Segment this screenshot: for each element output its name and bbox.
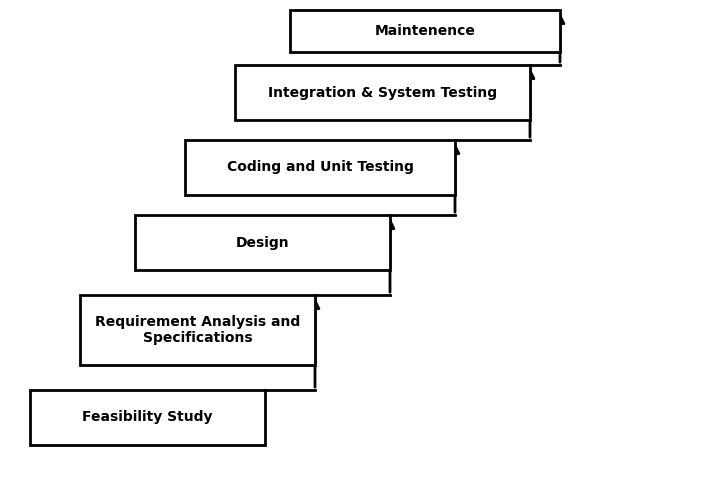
Text: Integration & System Testing: Integration & System Testing — [268, 85, 497, 100]
Text: Maintenence: Maintenence — [375, 24, 476, 38]
Text: Requirement Analysis and
Specifications: Requirement Analysis and Specifications — [95, 315, 300, 345]
Bar — [80, 295, 315, 365]
Text: Feasibility Study: Feasibility Study — [82, 411, 212, 424]
Bar — [235, 65, 530, 120]
Text: Design: Design — [236, 236, 289, 249]
Text: Coding and Unit Testing: Coding and Unit Testing — [226, 161, 413, 175]
Bar — [135, 215, 390, 270]
Bar — [30, 390, 265, 445]
Bar — [290, 10, 560, 52]
Bar — [185, 140, 455, 195]
